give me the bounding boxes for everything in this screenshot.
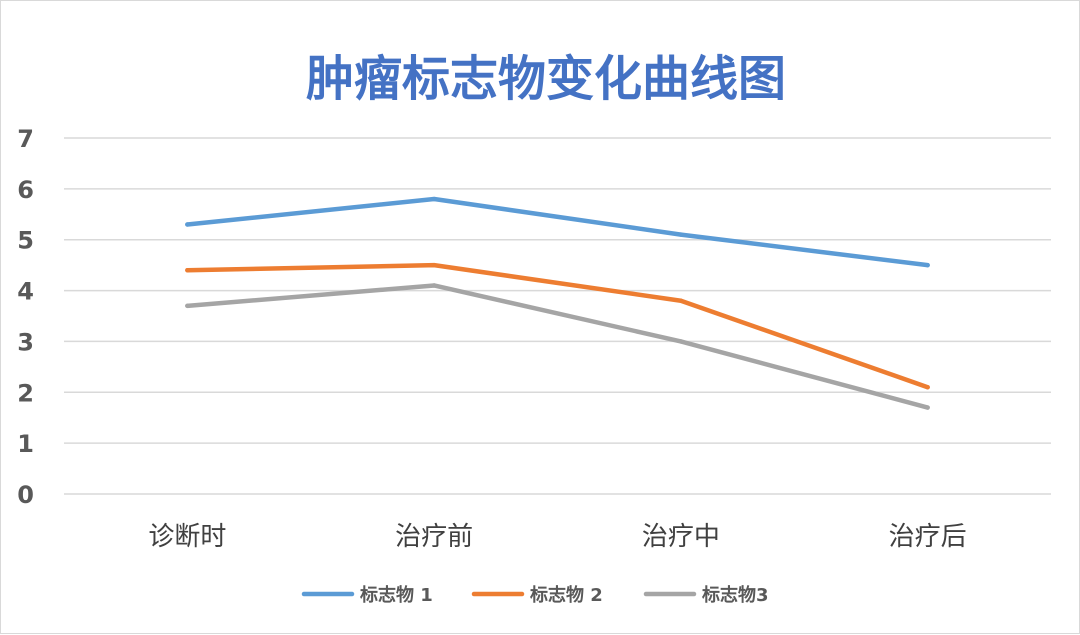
data-point — [925, 262, 930, 268]
legend-label: 标志物 1 — [359, 584, 433, 606]
legend: 标志物 1 标志物 2 标志物3 — [301, 584, 769, 606]
data-point — [678, 339, 684, 344]
y-tick-label: 4 — [17, 278, 34, 306]
series-line — [185, 262, 930, 390]
data-point — [925, 405, 930, 410]
series-line — [185, 196, 930, 268]
data-point — [678, 232, 684, 237]
data-point — [185, 303, 190, 309]
x-category-label: 治疗后 — [889, 522, 967, 552]
x-category-label: 治疗前 — [395, 522, 473, 552]
y-tick-label: 5 — [17, 227, 34, 255]
x-category-label: 诊断时 — [148, 522, 226, 552]
x-category-label: 治疗中 — [642, 522, 720, 552]
data-point — [431, 283, 437, 288]
y-tick-label: 1 — [17, 430, 34, 458]
legend-label: 标志物3 — [701, 584, 769, 606]
x-axis-categories: 诊断时 治疗前 治疗中 治疗后 — [148, 522, 966, 552]
y-tick-label: 0 — [17, 481, 34, 509]
legend-label: 标志物 2 — [529, 584, 603, 606]
series-line — [185, 283, 930, 410]
y-tick-label: 3 — [17, 328, 34, 356]
y-tick-label: 6 — [17, 176, 34, 204]
gridlines — [64, 137, 1051, 495]
data-point — [185, 222, 190, 227]
series-lines — [185, 196, 930, 410]
data-point — [431, 262, 437, 268]
y-tick-label: 2 — [17, 379, 34, 407]
y-tick-label: 7 — [17, 125, 34, 153]
data-point — [678, 298, 684, 303]
data-point — [185, 268, 190, 273]
data-point — [925, 385, 930, 390]
y-axis-ticks: 0 1 2 3 4 5 6 7 — [17, 125, 34, 509]
chart-title: 肿瘤标志物变化曲线图 — [306, 51, 786, 107]
data-point — [431, 196, 437, 202]
